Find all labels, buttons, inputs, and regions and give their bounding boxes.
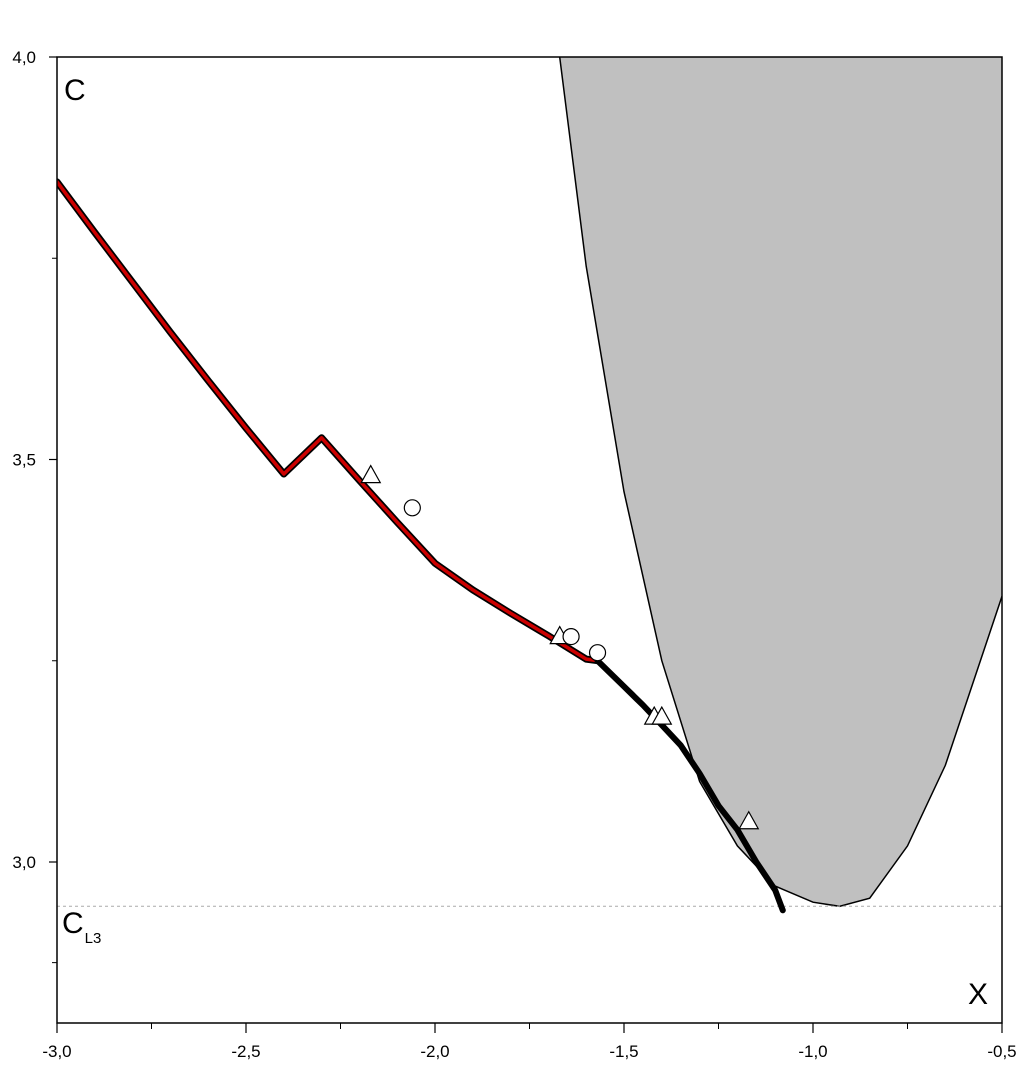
x-tick-label: -2,0	[420, 1042, 449, 1061]
y-tick-label: 3,0	[12, 853, 36, 872]
y-tick-label: 3,5	[12, 451, 36, 470]
y-axis-label: C	[64, 74, 86, 107]
triangle-marker	[360, 464, 382, 484]
series-layer	[57, 178, 786, 914]
circle-marker	[403, 499, 421, 517]
plot-area	[57, 57, 1002, 914]
circle-marker	[562, 627, 580, 646]
triangle-marker	[738, 810, 760, 830]
forbidden-region	[559, 57, 1002, 907]
x-tick-label: -3,0	[42, 1042, 71, 1061]
series-red-outline	[57, 178, 601, 665]
x-tick-label: -1,5	[609, 1042, 638, 1061]
y-tick-label: 4,0	[12, 48, 36, 67]
x-tick-label: -0,5	[987, 1042, 1016, 1061]
reference-line-label: CL3	[62, 907, 101, 947]
reference-line-label-main: C	[62, 907, 84, 940]
y-axis: 3,0 3,5 4,0	[12, 48, 57, 964]
reference-line-label-sub: L3	[85, 930, 102, 947]
circle-marker	[588, 644, 607, 662]
x-tick-label: -1,0	[798, 1042, 827, 1061]
series-black-line	[594, 657, 786, 914]
triangle-marker	[651, 705, 673, 725]
series-red-line	[57, 180, 600, 663]
x-tick-label: -2,5	[231, 1042, 260, 1061]
x-axis: -3,0 -2,5 -2,0 -1,5 -1,0 -0,5	[42, 1023, 1017, 1061]
x-axis-label: X	[968, 978, 988, 1011]
marker-layer	[360, 464, 760, 830]
